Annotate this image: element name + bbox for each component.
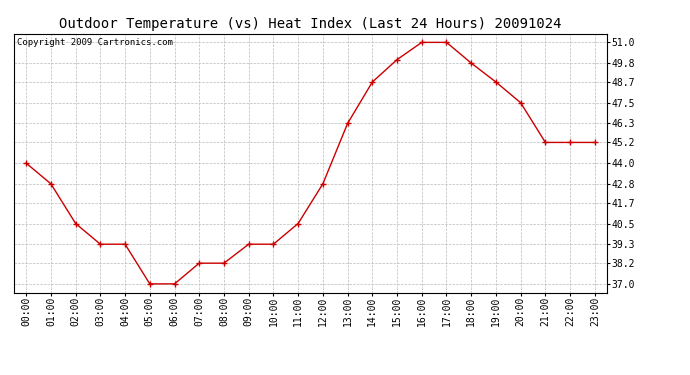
- Title: Outdoor Temperature (vs) Heat Index (Last 24 Hours) 20091024: Outdoor Temperature (vs) Heat Index (Las…: [59, 17, 562, 31]
- Text: Copyright 2009 Cartronics.com: Copyright 2009 Cartronics.com: [17, 38, 172, 46]
